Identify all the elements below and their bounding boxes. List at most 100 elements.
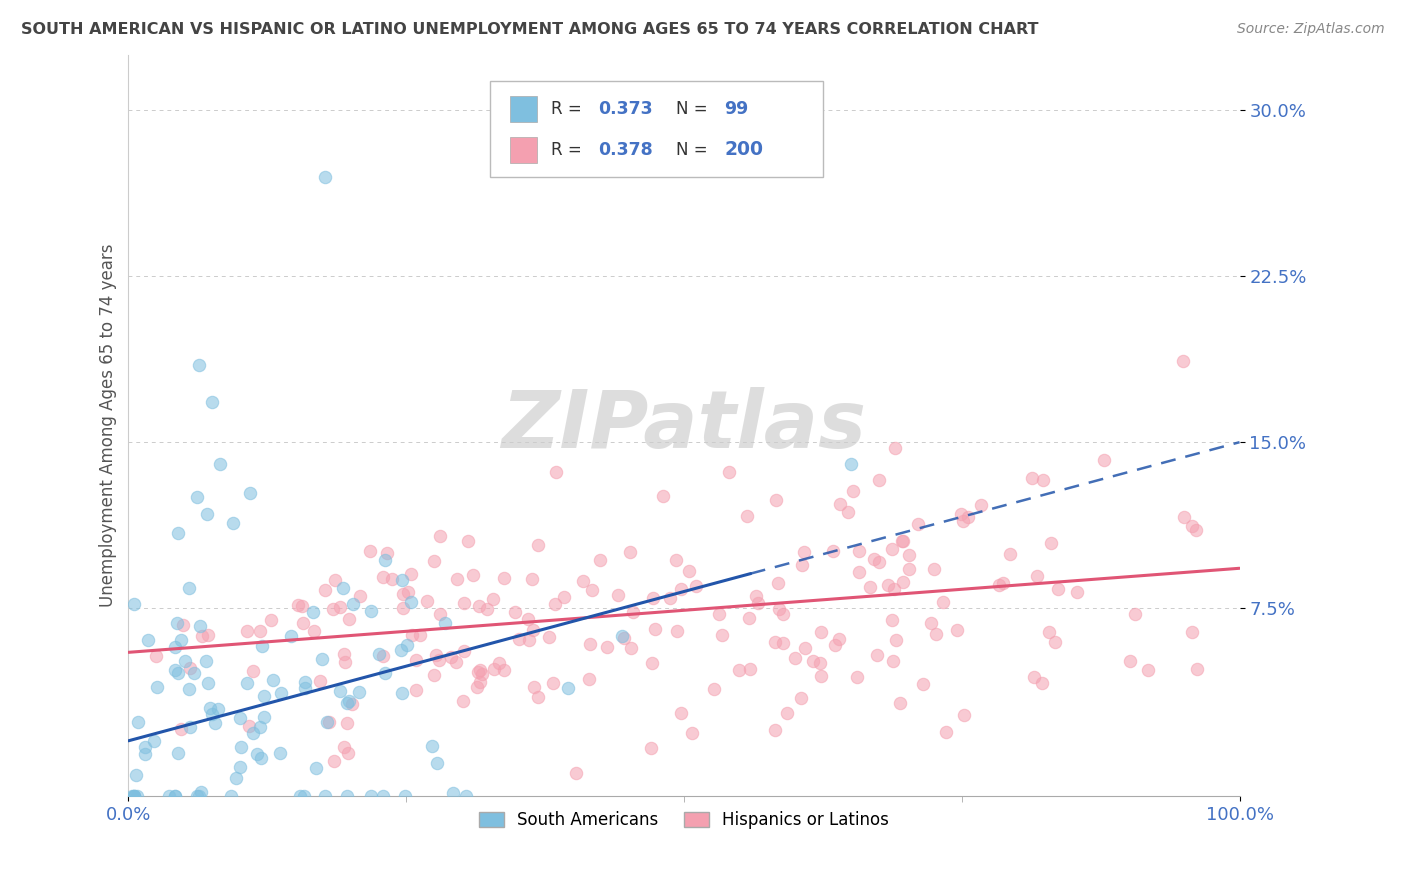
- Text: 0.373: 0.373: [599, 100, 652, 119]
- Point: [768, 601, 790, 615]
- Point: [792, 558, 814, 572]
- Point: [579, 637, 602, 651]
- Point: [737, 611, 759, 625]
- Point: [1171, 354, 1194, 368]
- Point: [1031, 676, 1053, 690]
- Point: [841, 483, 863, 498]
- Point: [503, 605, 526, 619]
- Point: [610, 629, 633, 643]
- Point: [1038, 624, 1060, 639]
- Point: [323, 573, 346, 587]
- Point: [950, 507, 973, 521]
- Point: [776, 706, 799, 720]
- Point: [163, 789, 186, 803]
- Point: [772, 636, 794, 650]
- Point: [337, 612, 360, 626]
- Point: [125, 789, 148, 803]
- Point: [1021, 471, 1043, 485]
- Point: [122, 789, 145, 803]
- Point: [581, 583, 603, 598]
- Point: [246, 747, 269, 761]
- Point: [323, 755, 346, 769]
- Point: [565, 765, 588, 780]
- Point: [166, 615, 188, 630]
- Point: [643, 591, 665, 606]
- Point: [222, 516, 245, 530]
- Point: [367, 647, 389, 661]
- Point: [793, 640, 815, 655]
- Point: [314, 169, 336, 184]
- Point: [640, 740, 662, 755]
- Point: [970, 499, 993, 513]
- Point: [1032, 474, 1054, 488]
- Point: [810, 656, 832, 670]
- Point: [332, 740, 354, 755]
- Point: [360, 789, 382, 803]
- Point: [340, 697, 363, 711]
- Point: [336, 715, 359, 730]
- Point: [952, 514, 974, 528]
- Point: [170, 722, 193, 736]
- Point: [207, 702, 229, 716]
- Point: [405, 653, 427, 667]
- Point: [765, 493, 787, 508]
- Point: [122, 789, 145, 803]
- Point: [375, 546, 398, 560]
- Point: [134, 747, 156, 761]
- Point: [423, 668, 446, 682]
- Point: [839, 458, 862, 472]
- Point: [457, 534, 479, 549]
- Point: [557, 681, 579, 695]
- Point: [197, 675, 219, 690]
- Point: [837, 505, 859, 519]
- Point: [868, 555, 890, 569]
- FancyBboxPatch shape: [509, 137, 537, 163]
- Point: [471, 666, 494, 681]
- Point: [453, 694, 475, 708]
- Point: [165, 640, 187, 654]
- Point: [745, 589, 768, 603]
- Point: [735, 508, 758, 523]
- Point: [932, 595, 955, 609]
- Point: [1043, 635, 1066, 649]
- Point: [229, 739, 252, 754]
- Point: [522, 623, 544, 637]
- Point: [177, 581, 200, 595]
- Point: [823, 543, 845, 558]
- Y-axis label: Unemployment Among Ages 65 to 74 years: Unemployment Among Ages 65 to 74 years: [100, 244, 117, 607]
- Point: [508, 632, 530, 647]
- Point: [793, 545, 815, 559]
- Point: [190, 785, 212, 799]
- Point: [461, 567, 484, 582]
- Point: [987, 578, 1010, 592]
- Point: [1123, 607, 1146, 622]
- Point: [884, 632, 907, 647]
- Point: [270, 686, 292, 700]
- Point: [467, 665, 489, 679]
- Point: [427, 653, 450, 667]
- Point: [392, 600, 415, 615]
- Point: [197, 507, 219, 521]
- Point: [336, 697, 359, 711]
- Point: [333, 647, 356, 661]
- Point: [332, 582, 354, 596]
- Text: R =: R =: [551, 100, 586, 119]
- Point: [877, 578, 900, 592]
- Point: [527, 538, 550, 552]
- Point: [922, 562, 945, 576]
- Point: [1024, 670, 1046, 684]
- Point: [425, 648, 447, 663]
- Point: [201, 706, 224, 721]
- Point: [389, 642, 412, 657]
- Point: [652, 489, 675, 503]
- Point: [225, 771, 247, 785]
- Text: N =: N =: [676, 141, 713, 159]
- Point: [290, 789, 312, 803]
- Point: [242, 664, 264, 678]
- Point: [681, 726, 703, 740]
- Point: [165, 789, 187, 803]
- Point: [925, 626, 948, 640]
- Point: [349, 685, 371, 699]
- Point: [373, 789, 395, 803]
- Point: [429, 529, 451, 543]
